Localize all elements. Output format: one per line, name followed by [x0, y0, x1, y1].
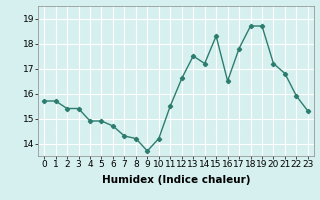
X-axis label: Humidex (Indice chaleur): Humidex (Indice chaleur)	[102, 175, 250, 185]
